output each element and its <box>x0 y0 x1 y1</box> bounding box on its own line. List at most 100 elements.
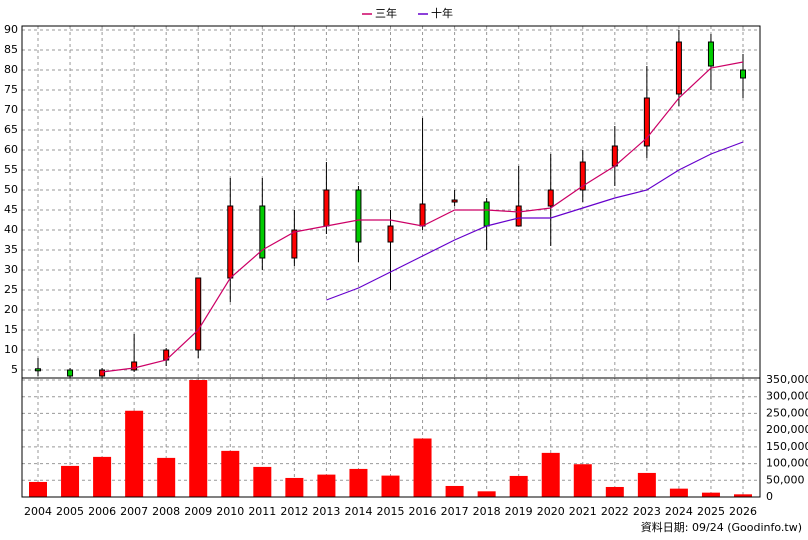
bar <box>349 468 368 497</box>
candle-body <box>675 41 682 95</box>
bar <box>701 492 720 497</box>
y-tick-label: 65 <box>4 123 18 136</box>
x-tick-label: 2024 <box>665 505 693 518</box>
x-tick-label: 2011 <box>248 505 276 518</box>
x-tick-label: 2006 <box>88 505 116 518</box>
candle-body <box>291 229 298 259</box>
candle-body <box>195 277 202 351</box>
x-tick-label: 2015 <box>377 505 405 518</box>
y-tick-label: 100,000 <box>766 457 808 470</box>
candle-body <box>515 205 522 227</box>
candle-body <box>451 199 458 203</box>
candle-body <box>419 203 426 227</box>
x-tick-label: 2017 <box>441 505 469 518</box>
bar <box>29 481 47 497</box>
y-tick-label: 50,000 <box>766 473 805 486</box>
y-tick-label: 15 <box>4 323 18 336</box>
bar <box>93 456 112 497</box>
x-tick-label: 2007 <box>120 505 148 518</box>
x-tick-label: 2026 <box>729 505 757 518</box>
ma-line <box>102 61 744 373</box>
y-tick-label: 10 <box>4 343 18 356</box>
x-tick-label: 2019 <box>505 505 533 518</box>
y-tick-label: 85 <box>4 43 18 56</box>
y-tick-label: 150,000 <box>766 440 808 453</box>
x-tick-label: 2008 <box>152 505 180 518</box>
bar <box>317 474 336 497</box>
y-tick-label: 200,000 <box>766 423 808 436</box>
ma-line <box>326 141 744 301</box>
y-tick-label: 60 <box>4 143 18 156</box>
candle-body <box>579 161 586 191</box>
legend-label: 十年 <box>431 6 453 20</box>
candle-body <box>259 205 266 259</box>
bar <box>221 450 240 497</box>
x-tick-label: 2022 <box>601 505 629 518</box>
candle-body <box>227 205 234 279</box>
bar <box>541 452 560 497</box>
candle-body <box>611 145 618 167</box>
x-tick-label: 2020 <box>537 505 565 518</box>
bar <box>285 477 304 497</box>
bar <box>189 380 208 497</box>
legend-label: 三年 <box>375 6 397 20</box>
x-tick-label: 2010 <box>216 505 244 518</box>
bar <box>157 457 176 497</box>
y-tick-label: 300,000 <box>766 390 808 403</box>
y-tick-label: 5 <box>11 363 18 376</box>
candle-body <box>483 201 490 227</box>
candle-body <box>643 97 650 147</box>
y-tick-label: 0 <box>766 490 773 503</box>
x-tick-label: 2021 <box>569 505 597 518</box>
y-tick-label: 30 <box>4 263 18 276</box>
y-tick-label: 70 <box>4 103 18 116</box>
footer: 資料日期: 09/24 (Goodinfo.tw) <box>641 520 802 534</box>
bar <box>605 486 624 497</box>
y-tick-label: 50 <box>4 183 18 196</box>
x-tick-label: 2013 <box>312 505 340 518</box>
bar <box>253 466 272 497</box>
y-tick-label: 75 <box>4 83 18 96</box>
y-tick-label: 45 <box>4 203 18 216</box>
bar <box>445 485 464 497</box>
candle-body <box>707 41 714 67</box>
y-tick-label: 25 <box>4 283 18 296</box>
x-tick-label: 2009 <box>184 505 212 518</box>
x-tick-label: 2025 <box>697 505 725 518</box>
candle-body <box>547 189 554 207</box>
candle-body <box>67 369 74 377</box>
x-tick-label: 2004 <box>24 505 52 518</box>
y-tick-label: 40 <box>4 223 18 236</box>
bar <box>125 410 144 497</box>
y-tick-label: 20 <box>4 303 18 316</box>
bar <box>509 475 528 497</box>
x-tick-label: 2023 <box>633 505 661 518</box>
bar <box>61 465 80 497</box>
bar <box>413 438 432 497</box>
y-tick-label: 80 <box>4 63 18 76</box>
plot-frame <box>21 377 761 498</box>
x-tick-label: 2016 <box>409 505 437 518</box>
y-tick-label: 35 <box>4 243 18 256</box>
candle-body <box>355 189 362 243</box>
bar <box>477 491 496 497</box>
candle-body <box>35 368 41 372</box>
y-tick-label: 55 <box>4 163 18 176</box>
y-tick-label: 250,000 <box>766 406 808 419</box>
candle-body <box>740 69 746 79</box>
candle-body <box>323 189 330 227</box>
bar <box>381 475 400 497</box>
bar <box>734 494 752 497</box>
x-tick-label: 2018 <box>473 505 501 518</box>
bar <box>637 472 656 497</box>
candle-body <box>99 369 106 377</box>
candle-body <box>387 225 394 243</box>
bar <box>573 464 592 497</box>
candle-body <box>131 361 138 371</box>
x-tick-label: 2012 <box>280 505 308 518</box>
y-tick-label: 350,000 <box>766 373 808 386</box>
x-tick-label: 2014 <box>344 505 372 518</box>
bar <box>669 488 688 497</box>
